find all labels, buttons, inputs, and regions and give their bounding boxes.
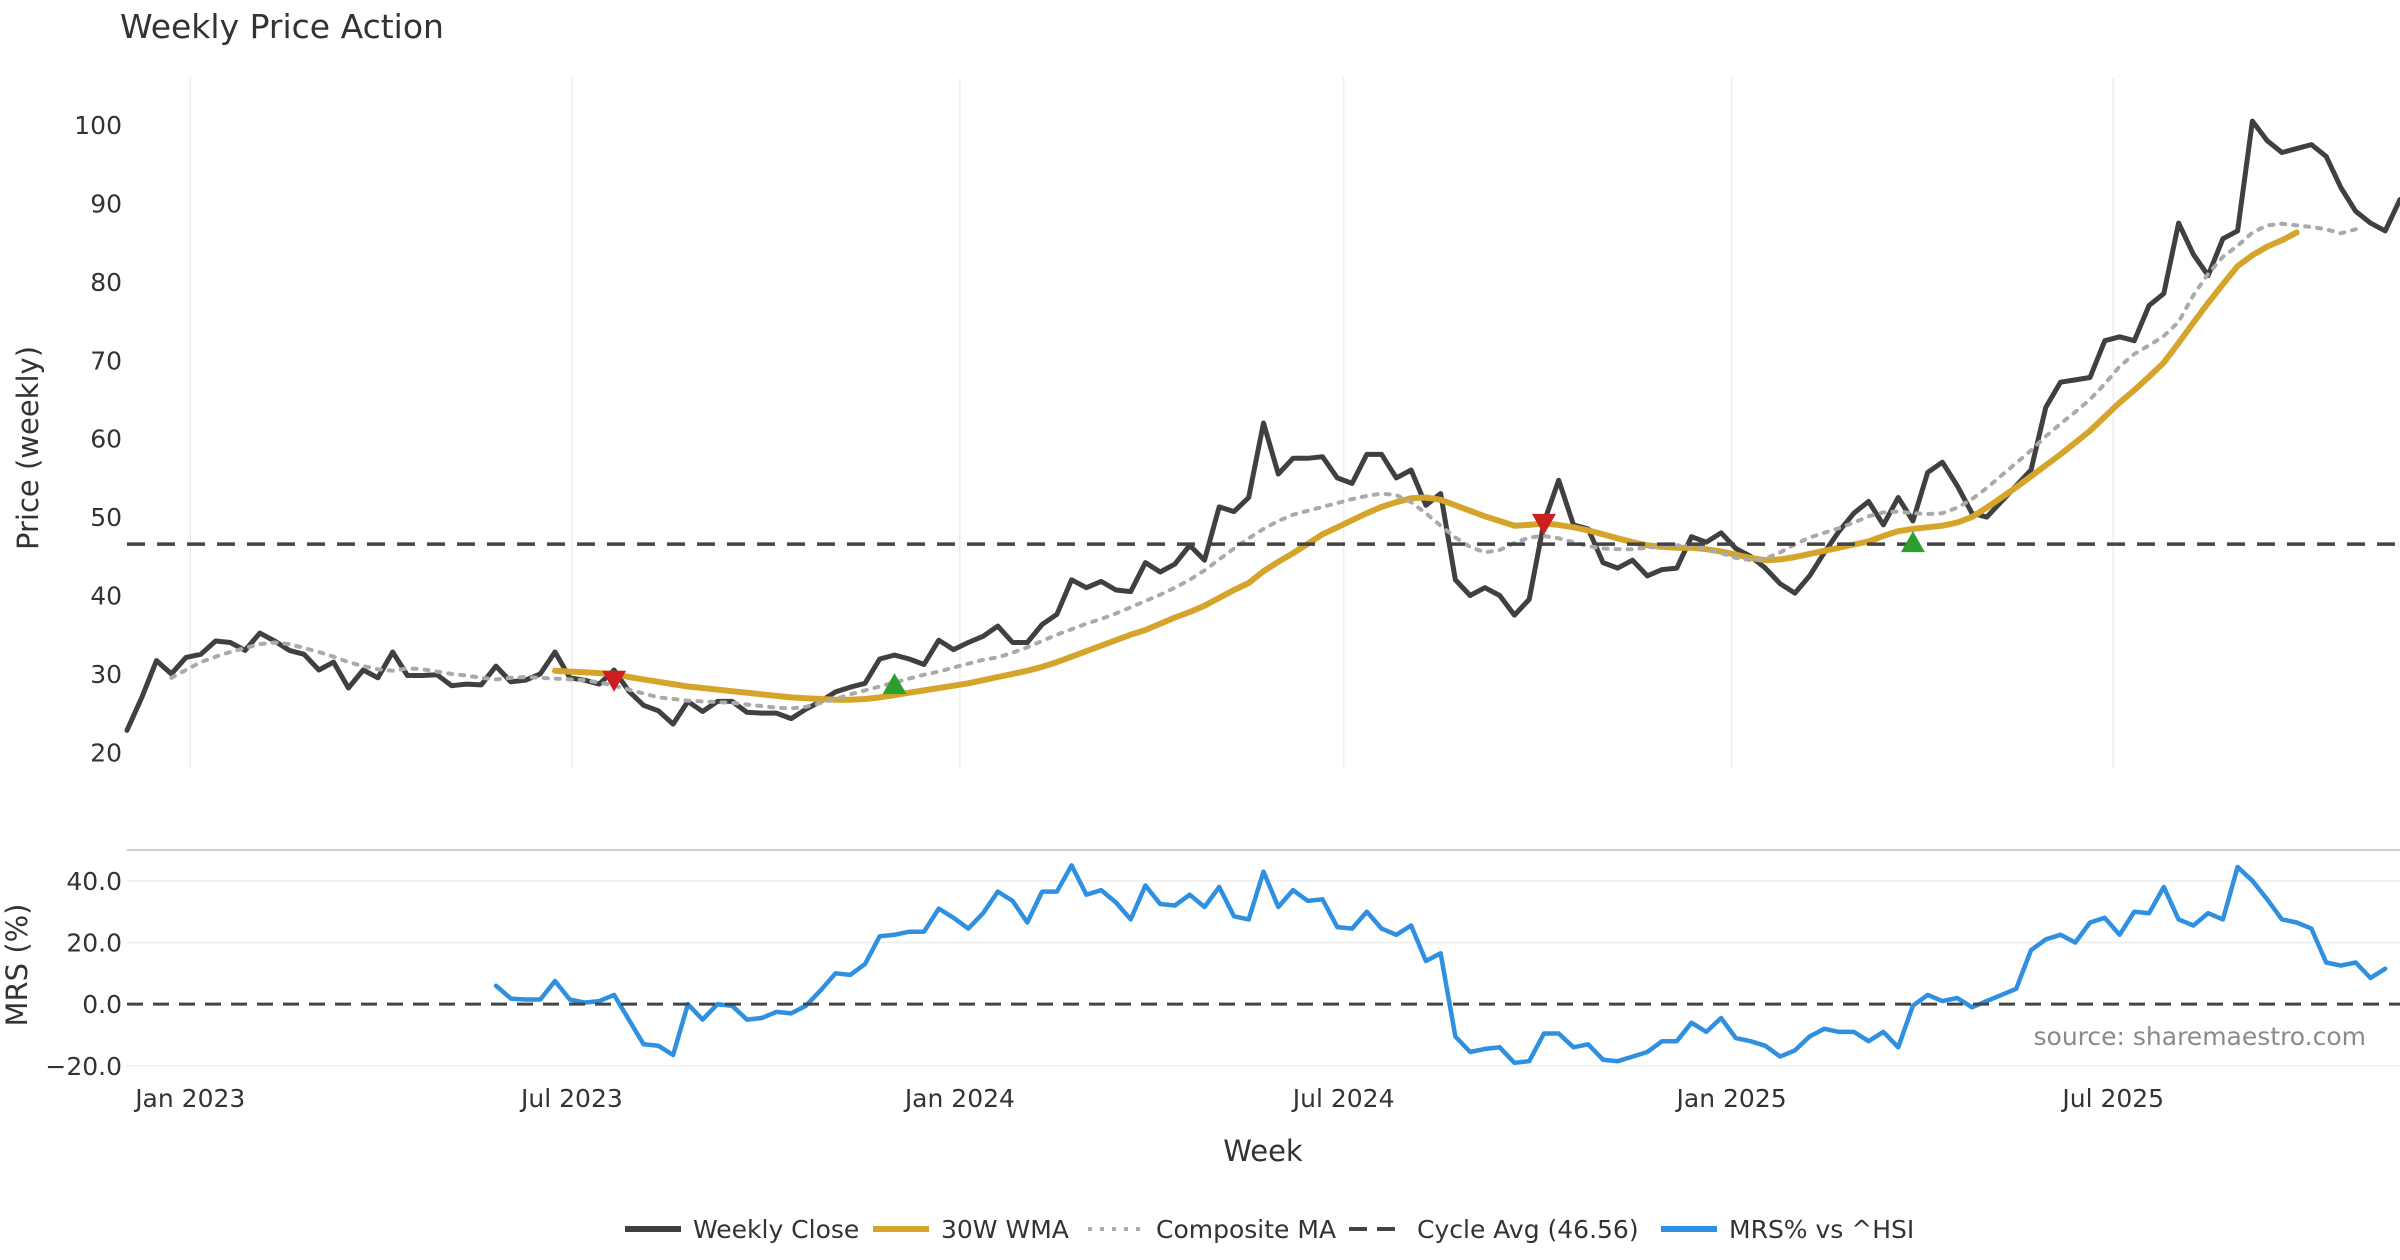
series-mrs-vs-hsi xyxy=(493,863,2388,1066)
mrs-series xyxy=(127,863,2400,1066)
x-axis-ticks: Jan 2023 Jul 2023 Jan 2024 Jul 2024 Jan 2025… xyxy=(133,1084,2164,1113)
price-panel: 20 30 40 50 60 70 80 90 100 Price (weekly) xyxy=(11,78,2400,768)
x-tick-jan-2023: Jan 2023 xyxy=(133,1084,245,1113)
x-tick-jan-2024: Jan 2024 xyxy=(903,1084,1015,1113)
mrs-y-tick-40: 40.0 xyxy=(66,867,122,896)
chart-title: Weekly Price Action xyxy=(120,7,444,46)
x-tick-jan-2025: Jan 2025 xyxy=(1675,1084,1787,1113)
price-y-tick-40: 40 xyxy=(90,582,122,611)
sell-signal-marker-1 xyxy=(602,670,627,692)
price-y-tick-90: 90 xyxy=(90,189,122,218)
price-y-tick-60: 60 xyxy=(90,425,122,454)
price-y-tick-20: 20 xyxy=(90,738,122,767)
price-grid xyxy=(189,78,2114,768)
series-composite-ma xyxy=(169,221,2358,711)
price-y-tick-70: 70 xyxy=(90,346,122,375)
mrs-y-tick-0: 0.0 xyxy=(82,990,122,1019)
x-tick-jul-2024: Jul 2024 xyxy=(1291,1084,1395,1113)
price-y-tick-80: 80 xyxy=(90,268,122,297)
price-series xyxy=(124,118,2400,733)
price-y-tick-100: 100 xyxy=(74,111,122,140)
legend-label-30w-wma: 30W WMA xyxy=(941,1215,1069,1244)
legend: Weekly Close 30W WMA Composite MA Cycle Avg… xyxy=(625,1215,1914,1244)
mrs-y-axis-title: MRS (%) xyxy=(0,904,34,1027)
legend-label-mrs-vs-hsi: MRS% vs ^HSI xyxy=(1729,1215,1914,1244)
price-y-axis-title: Price (weekly) xyxy=(11,346,45,550)
buy-signal-marker-2 xyxy=(882,673,907,695)
mrs-grid xyxy=(127,880,2400,1067)
legend-label-cycle-avg-46-56: Cycle Avg (46.56) xyxy=(1417,1215,1639,1244)
mrs-panel: 40.0 20.0 0.0 −20.0 MRS (%) source: sharema… xyxy=(0,849,2400,1081)
price-y-tick-30: 30 xyxy=(90,660,122,689)
mrs-y-ticks: 40.0 20.0 0.0 −20.0 xyxy=(45,867,122,1081)
price-y-ticks: 20 30 40 50 60 70 80 90 100 xyxy=(74,111,122,767)
legend-label-weekly-close: Weekly Close xyxy=(693,1215,859,1244)
signal-markers xyxy=(602,513,1925,695)
mrs-y-tick-neg20: −20.0 xyxy=(45,1052,122,1081)
x-axis-title: Week xyxy=(1223,1134,1303,1168)
mrs-y-tick-20: 20.0 xyxy=(66,929,122,958)
series-30w-wma xyxy=(552,229,2300,703)
source-annotation: source: sharemaestro.com xyxy=(2034,1022,2367,1051)
buy-signal-marker-4 xyxy=(1900,531,1925,553)
x-tick-jul-2025: Jul 2025 xyxy=(2060,1084,2164,1113)
sell-signal-marker-3 xyxy=(1531,513,1556,535)
x-tick-jul-2023: Jul 2023 xyxy=(519,1084,623,1113)
legend-label-composite-ma: Composite MA xyxy=(1156,1215,1336,1244)
price-y-tick-50: 50 xyxy=(90,503,122,532)
